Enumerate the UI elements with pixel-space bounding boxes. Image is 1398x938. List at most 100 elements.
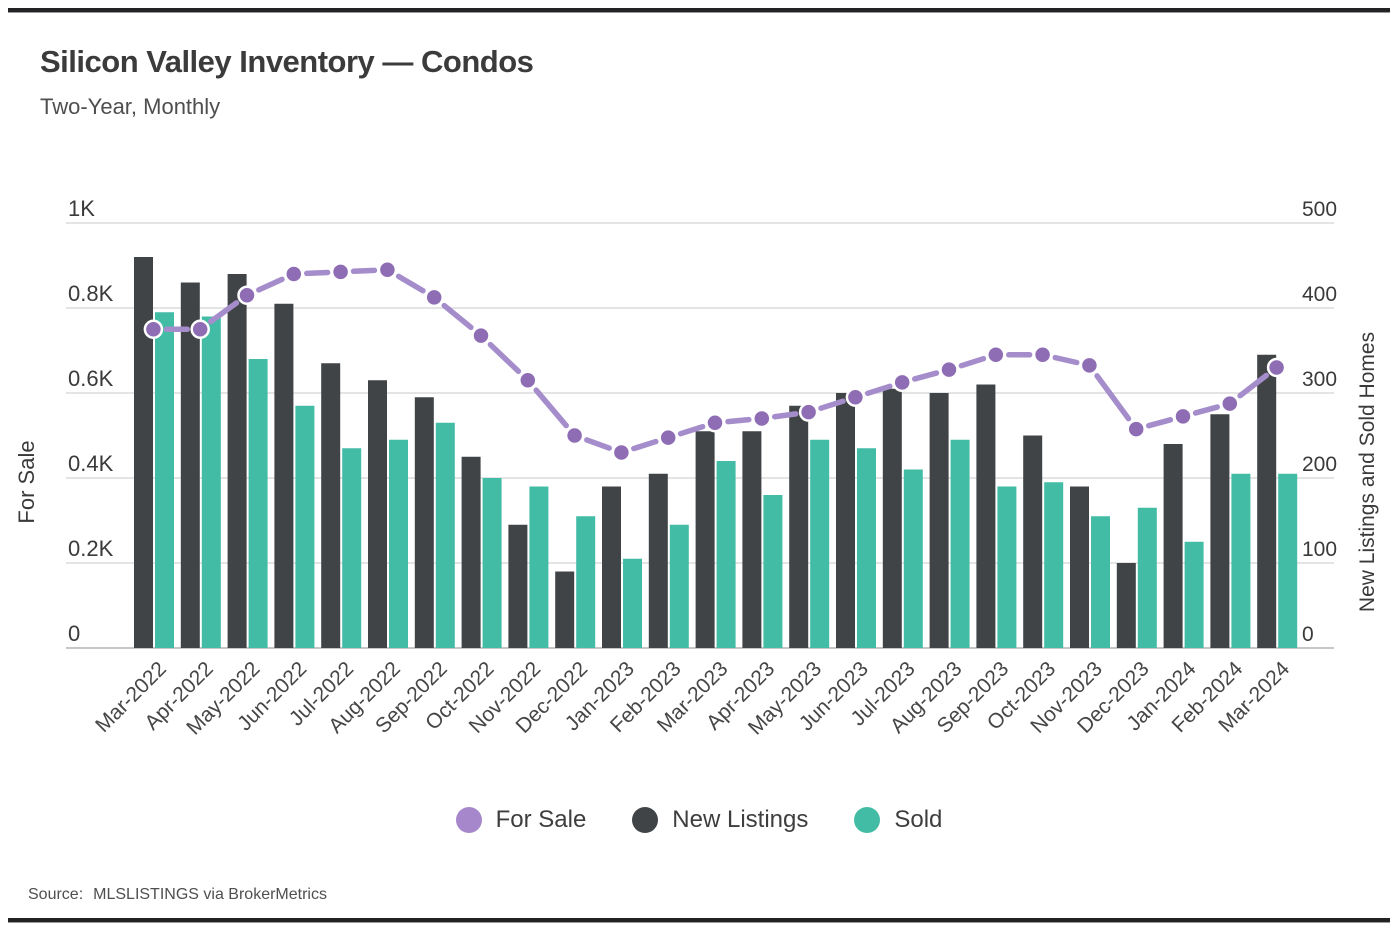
bar-new-listings [836,393,855,648]
line-segment-for-sale [1094,373,1132,422]
bar-sold [1184,541,1204,648]
line-marker-for-sale [424,287,444,308]
bar-new-listings [1023,435,1043,648]
bar-new-listings [555,571,575,648]
line-segment-for-sale [487,341,522,375]
chart-header: Silicon Valley Inventory — Condos Two-Ye… [40,44,534,120]
source-text: MLSLISTINGS via BrokerMetrics [93,886,327,903]
left-axis-title: For Sale [14,440,39,523]
bar-sold [435,422,455,648]
line-segment-for-sale [441,302,474,331]
bar-new-listings [648,473,668,648]
line-segment-for-sale [1192,404,1221,416]
line-segment-for-sale [911,370,940,382]
line-segment-for-sale [304,269,331,277]
left-axis-tick-label: 0 [68,621,80,646]
bar-sold [248,359,268,648]
right-axis-tick-label: 400 [1302,283,1337,306]
line-segment-for-sale [256,276,285,293]
legend-item-new-listings: New Listings [632,806,808,834]
bar-new-listings [742,431,762,648]
line-marker-for-sale [845,387,866,407]
left-axis-tick-label: 0.6K [68,366,114,391]
left-axis-tick-label: 0.8K [68,281,114,306]
legend-swatch-new-listings-icon [632,807,659,833]
bar-new-listings [1070,486,1089,648]
line-marker-for-sale [330,262,351,282]
line-marker-for-sale [564,425,585,446]
legend-label-new-listings: New Listings [672,806,809,833]
page-title: Silicon Valley Inventory — Condos [40,44,534,79]
line-marker-for-sale [1220,393,1240,414]
bar-new-listings [368,380,387,648]
bar-sold [342,448,362,648]
bar-sold [669,524,689,648]
legend-item-for-sale: For Sale [455,806,587,834]
line-segment-for-sale [207,300,240,325]
bar-new-listings [508,524,528,648]
bar-sold [529,486,549,648]
left-axis-tick-label: 0.2K [68,536,114,561]
bar-sold [295,405,315,648]
legend-swatch-for-sale-icon [455,807,482,833]
bar-new-listings [1163,444,1183,648]
bar-sold [482,478,502,648]
bar-new-listings [789,405,809,648]
bar-new-listings [929,393,949,648]
line-segment-for-sale [725,416,752,425]
bar-new-listings [414,397,434,648]
chart-legend: For Sale New Listings Sold [0,806,1398,834]
line-marker-for-sale [611,442,632,463]
bar-sold [389,439,408,648]
line-marker-for-sale [1173,406,1193,427]
right-axis-title: New Listings and Sold Homes [1356,332,1379,612]
legend-swatch-sold-icon [854,807,881,833]
line-segment-for-sale [771,411,799,420]
left-axis-tick-label: 0.4K [68,451,114,476]
line-marker-for-sale [705,413,725,433]
bar-sold [155,312,174,648]
legend-label-for-sale: For Sale [495,806,587,833]
bar-sold [810,439,830,648]
right-axis-tick-label: 0 [1302,623,1314,646]
line-marker-for-sale [1032,345,1053,365]
right-axis-tick-label: 200 [1302,453,1337,476]
bar-new-listings [134,257,153,648]
bar-new-listings [1116,563,1136,648]
right-axis-tick-label: 500 [1302,198,1337,221]
bar-sold [623,558,642,648]
bar-new-listings [227,274,247,648]
line-marker-for-sale [518,370,538,390]
top-rule [8,8,1390,13]
line-segment-for-sale [677,423,706,437]
line-segment-for-sale [533,387,569,429]
line-marker-for-sale [377,260,398,280]
line-marker-for-sale [892,372,912,393]
line-marker-for-sale [190,319,210,339]
line-marker-for-sale [986,345,1006,365]
bar-sold [1278,473,1298,648]
line-marker-for-sale [1266,357,1287,378]
right-axis-tick-label: 300 [1302,368,1337,391]
bar-new-listings [461,456,481,648]
legend-item-sold: Sold [854,806,942,834]
line-segment-for-sale [1145,417,1174,429]
line-segment-for-sale [865,383,893,397]
line-marker-for-sale [284,264,304,284]
source-note: Source: MLSLISTINGS via BrokerMetrics [28,886,337,904]
bar-sold [1231,473,1251,648]
line-segment-for-sale [818,398,846,411]
line-segment-for-sale [584,437,612,451]
line-marker-for-sale [471,325,491,346]
bottom-rule [8,918,1390,923]
bar-new-listings [695,431,715,648]
source-prefix: Source: [28,886,84,903]
left-axis-tick-label: 1K [68,196,95,221]
bar-sold [763,495,783,648]
bar-sold [1091,516,1110,648]
bar-new-listings [1210,414,1230,648]
line-segment-for-sale [958,355,987,369]
line-segment-for-sale [1052,354,1080,366]
bar-sold [716,461,736,648]
